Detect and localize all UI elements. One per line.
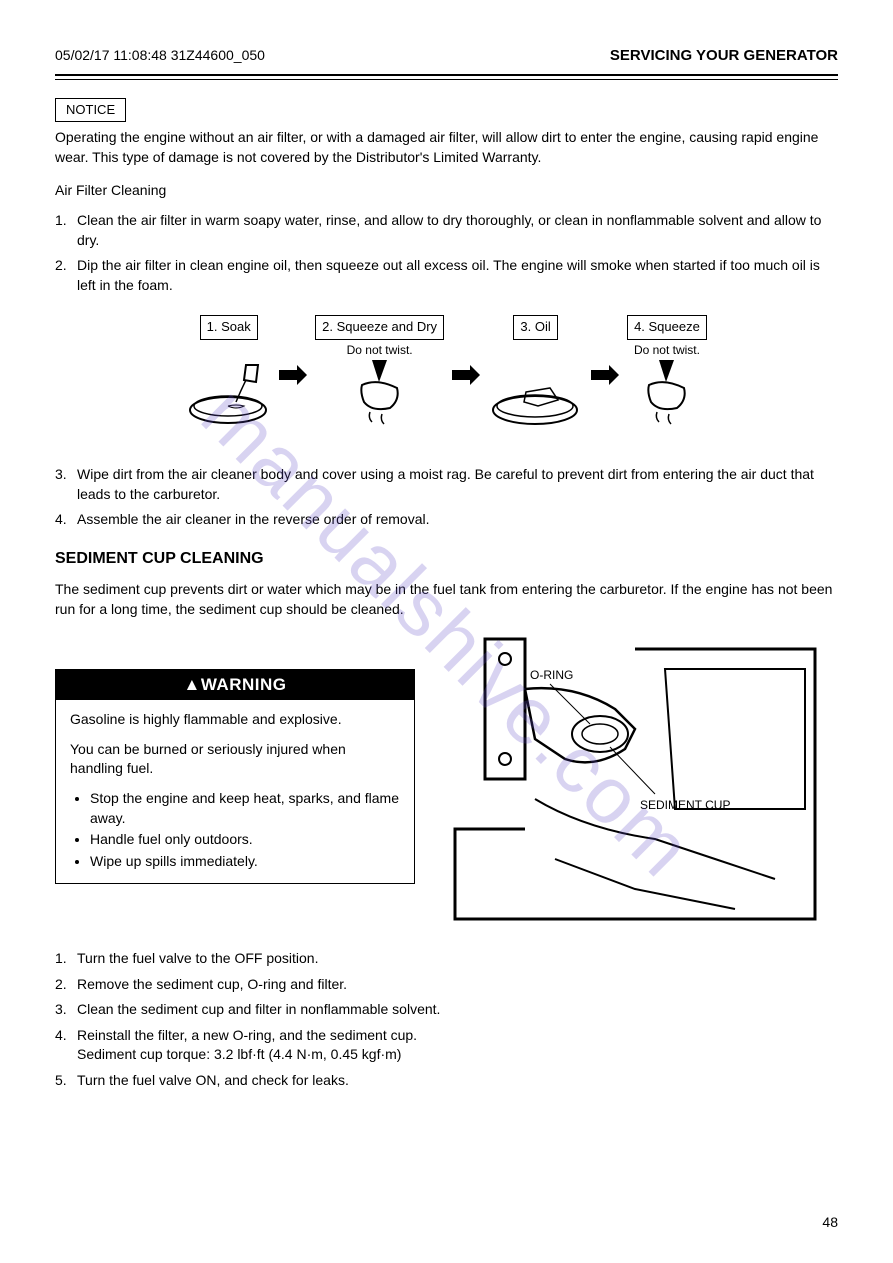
page-number: 48 <box>822 1213 838 1233</box>
clean-step-3: Wipe dirt from the air cleaner body and … <box>55 465 838 504</box>
warning-title: WARNING <box>201 675 287 694</box>
step2-label: 2. Squeeze and Dry <box>315 315 444 339</box>
step3-label: 3. Oil <box>513 315 557 339</box>
diagram-step-squeeze-dry: 2. Squeeze and Dry Do not twist. <box>315 315 444 435</box>
warning-b3: Wipe up spills immediately. <box>90 852 400 872</box>
warning-box: ▲WARNING Gasoline is highly flammable an… <box>55 669 415 884</box>
notice-body: Operating the engine without an air filt… <box>55 128 835 167</box>
sed-step-4a: Reinstall the filter, a new O-ring, and … <box>77 1027 417 1043</box>
warning-b1: Stop the engine and keep heat, sparks, a… <box>90 789 400 828</box>
cleaning-steps-cont: Wipe dirt from the air cleaner body and … <box>55 465 838 530</box>
sed-step-5: Turn the fuel valve ON, and check for le… <box>55 1071 838 1091</box>
oring-callout: O-RING <box>530 668 573 682</box>
arrow-icon <box>452 315 480 385</box>
diagram-step-squeeze: 4. Squeeze Do not twist. <box>627 315 707 435</box>
sed-step-2: Remove the sediment cup, O-ring and filt… <box>55 975 838 995</box>
soak-icon <box>186 360 271 430</box>
header-title: SERVICING YOUR GENERATOR <box>610 45 838 66</box>
page-header: 05/02/17 11:08:48 31Z44600_050 SERVICING… <box>55 45 838 66</box>
cleaning-steps: Clean the air filter in warm soapy water… <box>55 211 838 295</box>
header-timestamp: 05/02/17 11:08:48 31Z44600_050 <box>55 46 265 66</box>
sediment-section-title: SEDIMENT CUP CLEANING <box>55 548 838 570</box>
squeeze-dry-icon <box>342 360 417 430</box>
oil-icon <box>488 360 583 430</box>
warning-p2: You can be burned or seriously injured w… <box>70 740 400 779</box>
arrow-icon <box>279 315 307 385</box>
clean-step-4: Assemble the air cleaner in the reverse … <box>55 510 838 530</box>
step1-sub <box>186 342 271 356</box>
sediment-steps: Turn the fuel valve to the OFF position.… <box>55 949 838 1091</box>
sed-step-1: Turn the fuel valve to the OFF position. <box>55 949 838 969</box>
warning-b2: Handle fuel only outdoors. <box>90 830 400 850</box>
sediment-cup-illustration: O-RING SEDIMENT CUP <box>435 629 825 929</box>
sediment-cup-callout: SEDIMENT CUP <box>640 798 730 812</box>
clean-step-1: Clean the air filter in warm soapy water… <box>55 211 838 250</box>
sed-step-4: Reinstall the filter, a new O-ring, and … <box>55 1026 838 1065</box>
clean-step-2: Dip the air filter in clean engine oil, … <box>55 256 838 295</box>
header-rule <box>55 74 838 80</box>
arrow-icon <box>591 315 619 385</box>
cleaning-title: Air Filter Cleaning <box>55 181 835 201</box>
warning-header: ▲WARNING <box>56 670 414 700</box>
warning-p1: Gasoline is highly flammable and explosi… <box>70 710 400 730</box>
step3-sub <box>488 342 583 356</box>
diagram-step-soak: 1. Soak <box>186 315 271 435</box>
step1-label: 1. Soak <box>200 315 258 339</box>
sediment-intro: The sediment cup prevents dirt or water … <box>55 580 835 619</box>
step2-sub: Do not twist. <box>315 342 444 356</box>
filter-diagram: 1. Soak 2. Squeeze and Dry Do not twist.… <box>55 315 838 435</box>
squeeze-icon <box>629 360 704 430</box>
warning-bullets: Stop the engine and keep heat, sparks, a… <box>70 789 400 871</box>
diagram-step-oil: 3. Oil <box>488 315 583 435</box>
step4-label: 4. Squeeze <box>627 315 707 339</box>
warning-triangle-icon: ▲ <box>184 675 201 694</box>
sed-step-4b: Sediment cup torque: 3.2 lbf·ft (4.4 N·m… <box>77 1046 401 1062</box>
notice-badge: NOTICE <box>55 98 126 122</box>
sed-step-3: Clean the sediment cup and filter in non… <box>55 1000 838 1020</box>
step4-sub: Do not twist. <box>627 342 707 356</box>
